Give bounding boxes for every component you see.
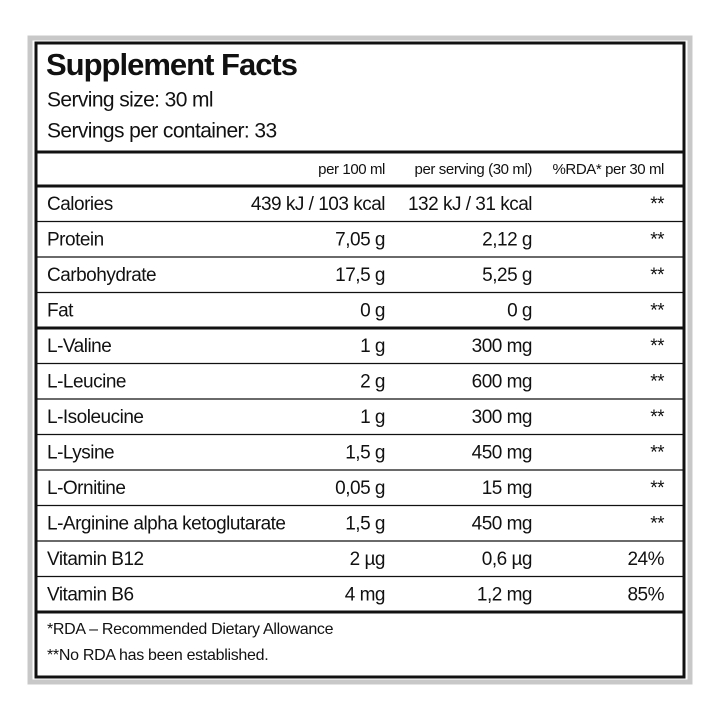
cell-value: 2 g [360, 371, 385, 392]
cell-value: ** [650, 442, 665, 463]
cell-value: 5,25 g [482, 265, 532, 286]
cell-value: 439 kJ / 103 kcal [251, 194, 385, 215]
label-box [34, 41, 686, 679]
cell-value: 450 mg [472, 513, 532, 534]
cell-value: 1 g [360, 407, 385, 428]
column-header: per 100 ml [318, 161, 385, 178]
cell-value: ** [650, 371, 665, 392]
footnote: *RDA – Recommended Dietary Allowance [47, 621, 334, 638]
cell-value: ** [650, 300, 665, 321]
cell-value: 1,5 g [345, 513, 385, 534]
column-header: per serving (30 ml) [415, 161, 533, 178]
cell-value: 0 g [360, 300, 385, 321]
column-header: %RDA* per 30 ml [552, 161, 664, 178]
row-label: Protein [47, 229, 104, 250]
cell-value: 85% [627, 584, 664, 605]
cell-value: 2,12 g [482, 229, 532, 250]
row-label: Vitamin B6 [47, 584, 134, 605]
row-label: L-Leucine [47, 371, 126, 392]
cell-value: ** [650, 229, 665, 250]
cell-value: ** [650, 265, 665, 286]
cell-value: ** [650, 407, 665, 428]
row-label: L-Isoleucine [47, 407, 143, 428]
cell-value: 450 mg [472, 442, 532, 463]
cell-value: 600 mg [472, 371, 532, 392]
cell-value: 7,05 g [335, 229, 385, 250]
cell-value: 0 g [507, 300, 532, 321]
cell-value: 17,5 g [335, 265, 385, 286]
cell-value: 132 kJ / 31 kcal [408, 194, 532, 215]
row-label: Carbohydrate [47, 265, 156, 286]
serving-size: Serving size: 30 ml [47, 89, 213, 112]
cell-value: 1 g [360, 336, 385, 357]
title: Supplement Facts [46, 47, 297, 82]
outer-frame [27, 35, 693, 685]
cell-value: 15 mg [482, 478, 532, 499]
cell-value: ** [650, 513, 665, 534]
row-label: Fat [47, 300, 74, 321]
row-label: L-Valine [47, 336, 111, 357]
cell-value: 1,5 g [345, 442, 385, 463]
cell-value: ** [650, 478, 665, 499]
cell-value: 24% [627, 549, 664, 570]
row-label: L-Arginine alpha ketoglutarate [47, 513, 286, 534]
cell-value: 4 mg [345, 584, 385, 605]
row-label: L-Lysine [47, 442, 114, 463]
cell-value: 300 mg [472, 336, 532, 357]
cell-value: ** [650, 194, 665, 215]
row-label: Calories [47, 194, 113, 215]
cell-value: 300 mg [472, 407, 532, 428]
cell-value: 1,2 mg [477, 584, 532, 605]
cell-value: 2 µg [350, 549, 385, 570]
row-label: Vitamin B12 [47, 549, 144, 570]
footnote: **No RDA has been established. [47, 647, 268, 664]
cell-value: ** [650, 336, 665, 357]
row-label: L-Ornitine [47, 478, 125, 499]
servings-per-container: Servings per container: 33 [47, 120, 277, 143]
cell-value: 0,05 g [335, 478, 385, 499]
cell-value: 0,6 µg [482, 549, 532, 570]
